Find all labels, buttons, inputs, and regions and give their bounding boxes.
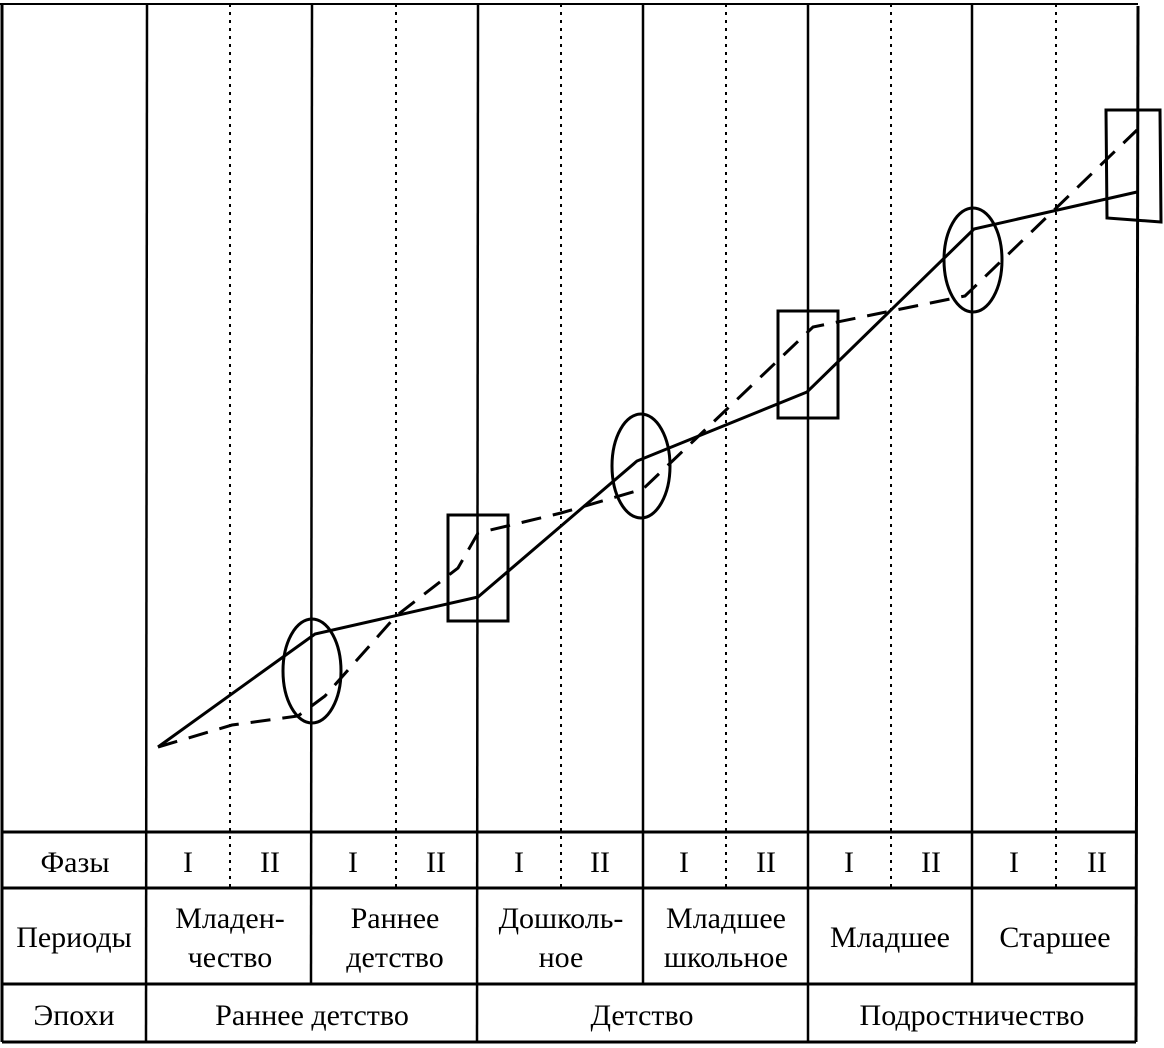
period-labels: Младен- чество Раннее детство Дошколь- н… bbox=[175, 902, 1110, 974]
period-label-senior-adolescence: Старшее bbox=[999, 921, 1110, 954]
ellipse-marker-2 bbox=[610, 412, 672, 520]
phase-label: I bbox=[844, 846, 854, 879]
period-label-junior-adolescence: Младшее bbox=[830, 921, 950, 954]
phase-label: I bbox=[679, 846, 689, 879]
period-label-preschool-1: Дошколь- bbox=[499, 902, 624, 935]
epoch-label-adolescence: Подростничество bbox=[860, 999, 1085, 1032]
phase-label: II bbox=[260, 846, 280, 879]
phase-label: I bbox=[1009, 846, 1019, 879]
phase-label: I bbox=[348, 846, 358, 879]
solid-line-series bbox=[157, 190, 1138, 749]
rect-marker-3 bbox=[1104, 108, 1163, 224]
ellipse-marker-1 bbox=[281, 617, 343, 725]
period-label-primary-school-2: школьное bbox=[664, 941, 788, 974]
period-label-infancy-2: чество bbox=[188, 941, 273, 974]
phase-label: II bbox=[756, 846, 776, 879]
period-label-infancy-1: Младен- bbox=[175, 902, 285, 935]
phase-label: II bbox=[1087, 846, 1107, 879]
phases-row-label: Фазы bbox=[40, 846, 109, 879]
phase-label: II bbox=[921, 846, 941, 879]
phase-label: I bbox=[183, 846, 193, 879]
period-grid-lines bbox=[144, 3, 974, 1043]
rect-marker-1 bbox=[446, 513, 510, 623]
period-label-primary-school-1: Младшее bbox=[666, 902, 786, 935]
periods-row-label: Периоды bbox=[16, 921, 132, 954]
phase-label: II bbox=[590, 846, 610, 879]
phase-grid-lines bbox=[229, 4, 1057, 888]
ellipse-marker-3 bbox=[942, 206, 1004, 314]
period-label-preschool-2: ное bbox=[539, 941, 584, 974]
epoch-label-childhood: Детство bbox=[590, 999, 693, 1032]
rect-marker-2 bbox=[776, 309, 840, 420]
phase-label: II bbox=[426, 846, 446, 879]
dashed-line-series bbox=[157, 128, 1139, 749]
epochs-row-label: Эпохи bbox=[33, 999, 114, 1032]
epoch-label-early-childhood: Раннее детство bbox=[215, 999, 409, 1032]
phase-label: I bbox=[514, 846, 524, 879]
frame bbox=[0, 3, 1140, 1044]
period-label-early-childhood-2: детство bbox=[346, 941, 443, 974]
transition-markers bbox=[281, 108, 1163, 725]
epoch-labels: Раннее детство Детство Подростничество bbox=[215, 999, 1084, 1032]
period-label-early-childhood-1: Раннее bbox=[351, 902, 440, 935]
phase-labels: I II I II I II I II I II I II bbox=[183, 846, 1107, 879]
